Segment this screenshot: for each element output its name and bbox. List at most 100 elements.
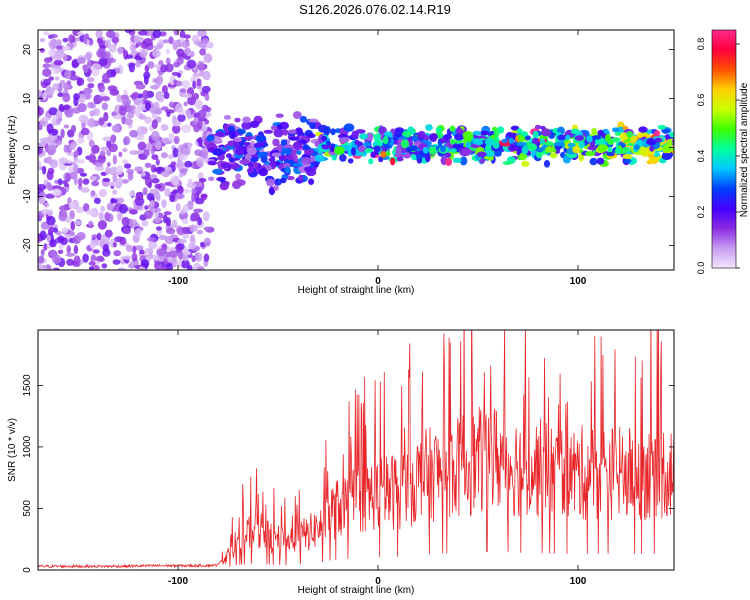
spectrogram-cell [203,53,213,64]
spectrogram-cell [164,188,171,197]
x-tick-label: -100 [168,276,188,287]
spectrogram-cell [171,257,177,268]
y-tick-label: -20 [22,238,33,253]
spectrogram-cell [516,128,523,134]
spectrogram-cell [154,207,162,213]
spectrogram-cell [200,194,207,201]
spectrogram-cell [85,52,92,61]
spectrogram-cell [384,131,393,138]
spectrogram-cell [122,147,128,153]
spectrogram-cell [208,176,215,182]
spectrogram-cell [589,157,598,166]
spectrogram-cell [585,151,596,157]
spectrogram-cell [163,91,170,99]
spectrogram-cell [241,121,252,130]
spectrogram-cell [127,171,134,181]
spectrogram-cell [203,211,210,222]
spectrogram-cell [591,135,602,140]
spectrogram-cell [284,147,292,156]
spectrogram-cell [100,146,110,151]
spectrogram-cell [67,165,75,173]
spectrogram-cell [508,137,514,144]
spectrogram-cell [553,142,564,147]
spectrogram-cell [325,140,331,146]
spectrogram-cell [567,142,576,148]
spectrogram-cell [260,154,268,164]
spectrogram-cell [98,84,106,93]
spectrogram-cell [234,117,241,123]
spectrogram-cell [38,261,42,270]
spectrogram-cell [143,75,149,85]
spectrogram-cell [596,157,605,165]
spectrogram-cell [125,104,133,113]
spectrogram-cell [299,115,307,123]
spectrogram-cell [46,156,53,165]
spectrogram-cell [180,259,190,269]
spectrogram-cell [68,202,75,210]
spectrogram-cell [113,250,121,257]
spectrogram-cell [119,236,127,246]
spectrogram-cell [273,128,284,138]
spectrogram-cell [116,177,124,187]
colorbar-tick-label: 0.2 [696,206,706,219]
spectrogram-cell [69,74,79,81]
spectrogram-cell [216,131,225,138]
spectrogram-y-ticks: -20 -10 0 10 20 [22,44,674,253]
spectrogram-cell [112,114,123,120]
spectrogram-cell [182,232,190,239]
spectrogram-cell [88,220,94,227]
spectrogram-cell [179,168,188,174]
spectrogram-cell [476,135,487,140]
spectrogram-cell [182,204,189,213]
spectrogram-cell [107,58,117,63]
spectrogram-cell [163,211,172,216]
spectrogram-cell [167,154,175,160]
spectrogram-cell [146,237,156,242]
spectrogram-cell [321,135,328,142]
spectrogram-cell [161,199,167,209]
spectrogram-cell [135,83,146,90]
spectrogram-cell [123,136,131,146]
spectrogram-cell [206,134,215,142]
spectrogram-cell [63,124,70,129]
spectrogram-cell [40,197,46,204]
spectrogram-cell [77,31,84,37]
spectrogram-cell [59,79,66,86]
spectrogram-cell [612,127,620,133]
spectrogram-cell [108,44,117,53]
spectrogram-cell [96,49,105,58]
spectrogram-cell [73,163,79,173]
spectrogram-cell [649,145,655,152]
spectrogram-cell [147,61,155,69]
spectrogram-cell [104,211,110,222]
spectrogram-cell [134,107,142,117]
spectrogram-cell [46,234,51,243]
spectrogram-cell [116,212,123,221]
spectrogram-cell [161,265,168,270]
spectrogram-cell [402,130,412,138]
spectrogram-cell [653,152,661,157]
spectrogram-cell [133,34,141,44]
spectrogram-cell [110,69,117,77]
spectrogram-cell [46,181,52,190]
spectrogram-cell [175,203,181,212]
spectrogram-cell [103,51,111,59]
spectrogram-cell [275,113,284,118]
spectrogram-cell [125,54,133,59]
spectrogram-cell [78,177,83,187]
spectrogram-cell [89,176,97,181]
spectrogram-cell [151,154,159,161]
spectrogram-cell [129,150,140,156]
spectrogram-cell [39,137,50,143]
spectrogram-cell [654,137,663,143]
spectrogram-cell [206,41,214,49]
spectrogram-cell [189,234,196,243]
spectrogram-cell [207,160,218,166]
spectrogram-cell [462,130,474,140]
x-tick-label: 0 [375,576,381,587]
spectrogram-cell [128,219,138,228]
spectrogram-cell [71,107,81,114]
spectrogram-cell [39,230,47,241]
spectrogram-cell [172,147,179,158]
spectrogram-cell [268,186,276,196]
